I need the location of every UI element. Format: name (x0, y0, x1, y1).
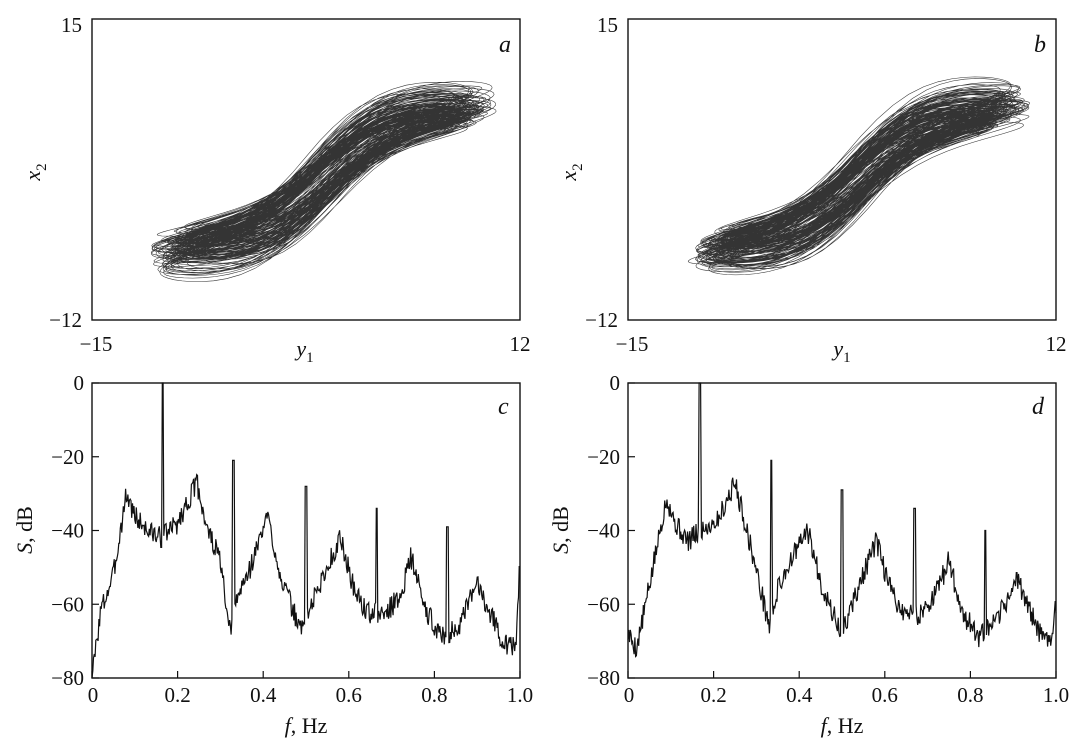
y-tick-top-a: 15 (61, 13, 82, 37)
y-tick-label-d: −40 (587, 519, 620, 543)
tick-labels-c: 0 0.2 0.4 0.6 0.8 1.0 0 −20 −40 −60 −80 (51, 371, 533, 707)
phase-trajectory-a (150, 81, 497, 282)
x-axis-label-c: f, Hz (285, 713, 328, 738)
x-tick-label-c: 0 (88, 683, 99, 707)
phase-portrait-a (150, 81, 497, 282)
y-tick-label-c: −60 (51, 592, 84, 616)
x-tick-label-c: 0.8 (421, 683, 447, 707)
x-tick-right-b: 12 (1046, 332, 1067, 356)
y-tick-label-d: −60 (587, 592, 620, 616)
tick-labels-d: 0 0.2 0.4 0.6 0.8 1.0 0 −20 −40 −60 −80 (587, 371, 1069, 707)
panel-c: c 0 0.2 0.4 0.6 0.8 1.0 0 −20 −40 −60 −80 f, Hz S,… (12, 371, 533, 738)
y-tick-label-c: −80 (51, 666, 84, 690)
plot-frame-c (91, 382, 521, 679)
plot-frame-a (91, 18, 521, 321)
plot-frame-b (627, 18, 1057, 321)
x-tick-left-a: −15 (80, 332, 113, 356)
x-tick-right-a: 12 (510, 332, 531, 356)
y-axis-label-b: x2 (556, 163, 586, 181)
y-tick-label-c: −20 (51, 445, 84, 469)
x-axis-label-d: f, Hz (821, 713, 864, 738)
phase-portrait-b (687, 76, 1031, 276)
tick-marks-c (91, 382, 521, 679)
x-tick-label-d: 0.8 (957, 683, 983, 707)
x-axis-label-b: y1 (831, 336, 850, 366)
panel-label-d: d (1032, 394, 1045, 420)
x-axis-label-a: y1 (294, 336, 313, 366)
x-tick-label-d: 1.0 (1043, 683, 1069, 707)
spectrum-line-d (627, 382, 1057, 658)
panel-d: d 0 0.2 0.4 0.6 0.8 1.0 0 −20 −40 −60 −80 f, Hz S,… (548, 371, 1069, 738)
y-tick-label-c: −40 (51, 519, 84, 543)
phase-trajectory-b (687, 76, 1031, 276)
x-tick-label-d: 0.6 (872, 683, 898, 707)
panel-b: b 15 −12 −15 12 y1 x2 (556, 13, 1067, 366)
y-tick-label-d: −80 (587, 666, 620, 690)
x-tick-label-d: 0.2 (700, 683, 726, 707)
x-tick-label-c: 0.6 (336, 683, 362, 707)
y-tick-label-c: 0 (74, 371, 85, 395)
y-axis-label-a: x2 (20, 163, 50, 181)
x-tick-label-d: 0 (624, 683, 635, 707)
panel-a: a 15 −12 −15 12 y1 x2 (20, 13, 531, 366)
y-tick-bottom-a: −12 (49, 308, 82, 332)
y-axis-label-d: S, dB (548, 506, 573, 554)
x-tick-left-b: −15 (616, 332, 649, 356)
y-axis-label-c: S, dB (12, 506, 37, 554)
panel-label-b: b (1034, 32, 1046, 58)
y-tick-bottom-b: −12 (585, 308, 618, 332)
y-tick-label-d: 0 (610, 371, 621, 395)
x-tick-label-c: 0.2 (164, 683, 190, 707)
tick-marks-d (627, 382, 1057, 679)
x-tick-label-d: 0.4 (786, 683, 813, 707)
spectrum-line-c (91, 382, 520, 679)
x-tick-label-c: 0.4 (250, 683, 277, 707)
x-tick-label-c: 1.0 (507, 683, 533, 707)
panel-label-a: a (499, 32, 511, 58)
y-tick-label-d: −20 (587, 445, 620, 469)
panel-label-c: c (498, 394, 509, 420)
y-tick-top-b: 15 (597, 13, 618, 37)
